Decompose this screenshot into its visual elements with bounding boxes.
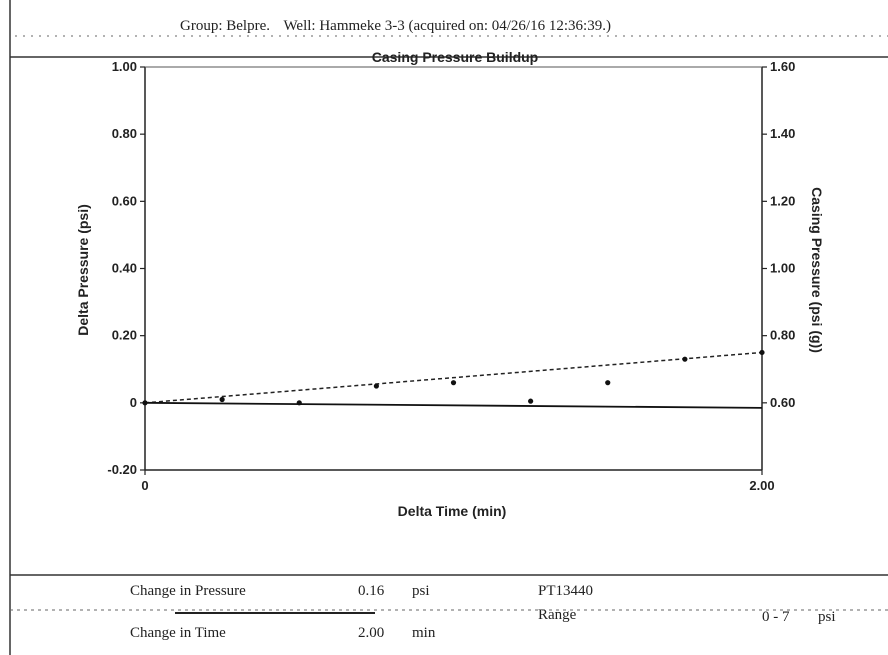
- data-point: [373, 383, 379, 389]
- y2-axis-label: Casing Pressure (psi (g)): [809, 187, 825, 353]
- x-axis-label: Delta Time (min): [398, 503, 507, 519]
- baseline-line: [144, 401, 763, 409]
- gauge-id: PT13440: [538, 583, 594, 599]
- data-point: [219, 396, 225, 403]
- y-tick-label: 0.20: [112, 328, 137, 343]
- report-header: Group: Belpre. Well: Hammeke 3-3 (acquir…: [180, 18, 621, 35]
- y2-tick-label: 1.60: [770, 59, 795, 74]
- data-point: [759, 349, 765, 356]
- change-pressure-label: Change in Pressure: [130, 583, 246, 599]
- range-value: 0 - 7: [762, 609, 790, 625]
- x-tick-label: 0: [141, 478, 148, 493]
- y-tick-label: 0: [130, 395, 137, 410]
- y2-tick-label: 0.80: [770, 328, 795, 343]
- y2-tick-label: 1.20: [770, 193, 795, 208]
- y-tick-label: 0.60: [112, 193, 137, 208]
- y2-tick-label: 1.00: [770, 261, 795, 276]
- y-tick-label: 0.40: [112, 261, 137, 276]
- x-tick-label: 2.00: [749, 478, 774, 493]
- chart-plot-area: Casing Pressure Buildup Delta Time (min)…: [75, 49, 825, 519]
- change-time-label: Change in Time: [130, 625, 226, 641]
- trend-dashed-line: [144, 351, 763, 404]
- data-point: [605, 380, 611, 386]
- data-point: [682, 356, 688, 362]
- range-unit: psi: [818, 609, 836, 625]
- y-tick-label: 1.00: [112, 59, 137, 74]
- y-tick-label: -0.20: [107, 462, 137, 477]
- range-label: Range: [538, 607, 577, 623]
- change-time-unit: min: [412, 625, 436, 641]
- well-label: Well: Hammeke 3-3 (acquired on: 04/26/16…: [283, 18, 611, 34]
- change-time-value: 2.00: [358, 625, 385, 641]
- report-footer: Change in Pressure 0.16 psi PT13440 Rang…: [0, 575, 888, 655]
- change-pressure-value: 0.16: [358, 583, 385, 599]
- y2-tick-label: 1.40: [770, 126, 795, 141]
- y-tick-label: 0.80: [112, 126, 137, 141]
- group-label: Group: Belpre.: [180, 18, 270, 34]
- y2-tick-label: 0.60: [770, 395, 795, 410]
- y-axis-label: Delta Pressure (psi): [75, 204, 91, 336]
- data-point: [450, 380, 457, 386]
- change-pressure-unit: psi: [412, 583, 430, 599]
- chart-title: Casing Pressure Buildup: [372, 49, 538, 65]
- data-point: [528, 398, 534, 404]
